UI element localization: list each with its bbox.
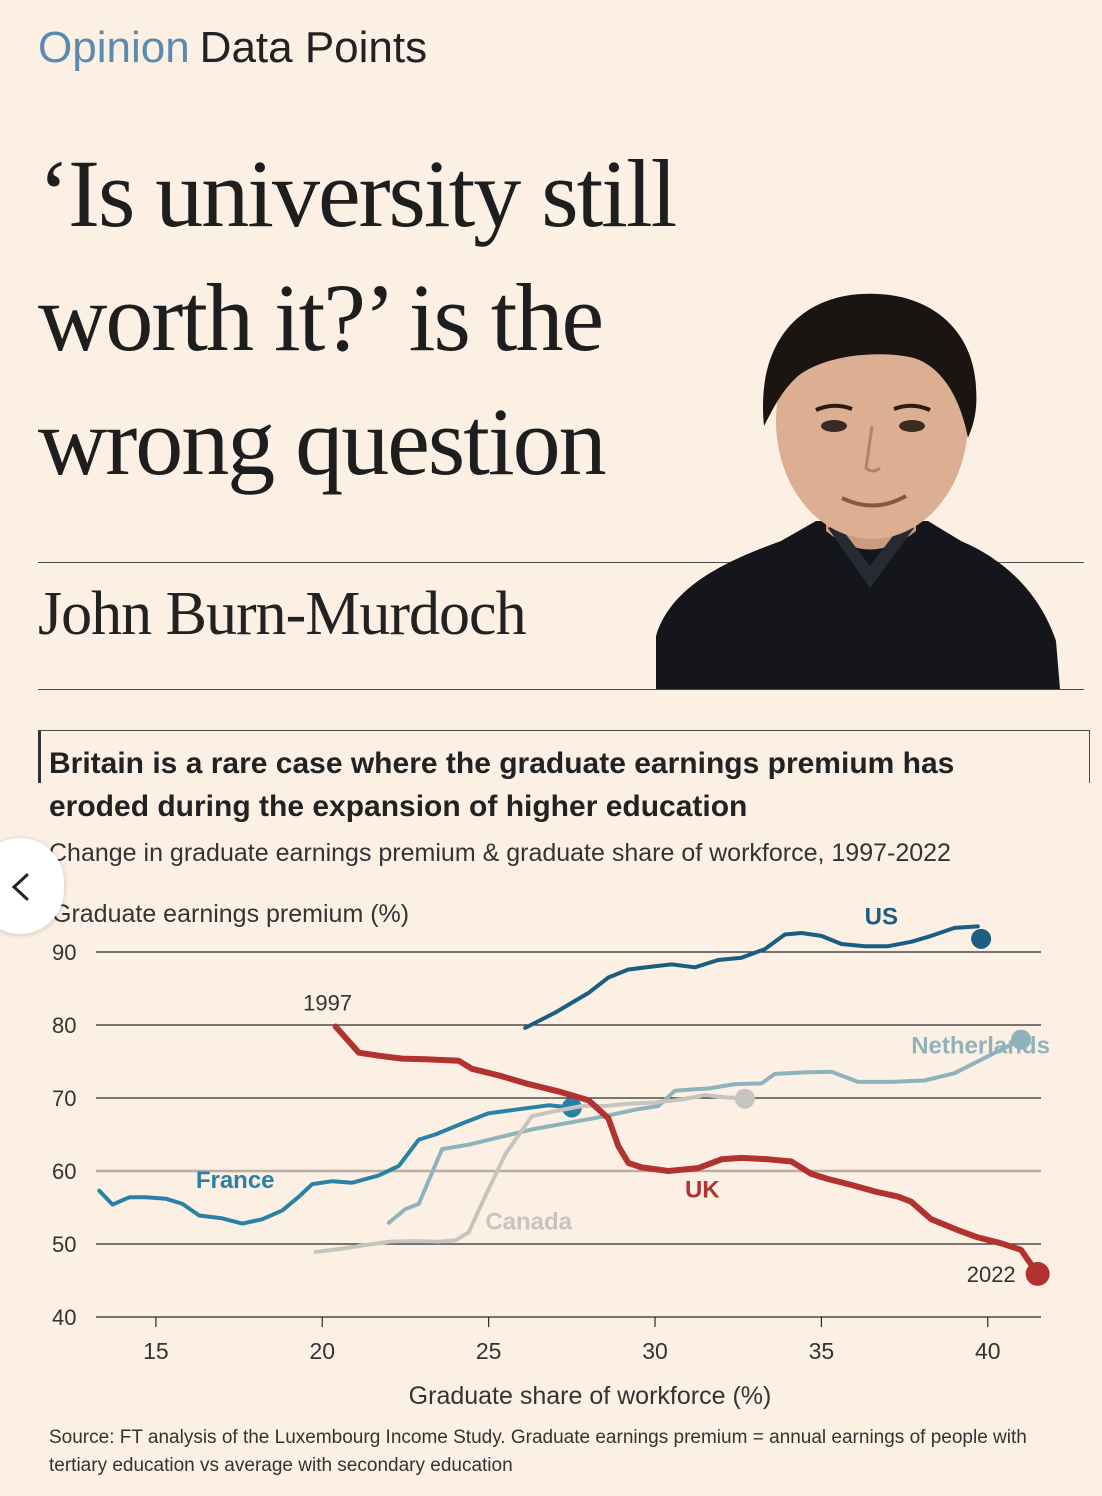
y-axis-title: Graduate earnings premium (%) [52,900,409,928]
x-tick-label-30: 30 [642,1338,668,1364]
headline-line-3: wrong question [38,388,607,495]
y-tick-label-80: 80 [52,1013,76,1038]
series-label-netherlands: Netherlands [911,1032,1050,1059]
x-tick-label-35: 35 [809,1338,835,1364]
headline-line-1: ‘Is university still [38,140,677,247]
series-line-france [97,1103,574,1226]
series-end-dot-canada [734,1088,755,1109]
y-tick-label-70: 70 [52,1086,76,1111]
author-portrait [656,293,1060,689]
x-axis-title: Graduate share of workforce (%) [409,1382,772,1410]
back-button[interactable] [0,838,64,934]
chart-title: Britain is a rare case where the graduat… [49,747,955,823]
series-label-france: France [196,1167,275,1194]
x-tick-label-15: 15 [143,1338,169,1364]
x-tick-label-40: 40 [975,1338,1001,1364]
kicker: Opinion Data Points [38,20,427,76]
chevron-left-icon [11,873,29,901]
x-tick-label-20: 20 [309,1338,335,1364]
series-link[interactable]: Data Points [199,23,428,72]
byline-rule-bottom [38,689,1084,690]
source-note: Source: FT analysis of the Luxembourg In… [49,1427,1027,1476]
annotation-start-year: 1997 [303,990,352,1015]
series-line-uk [332,1023,1041,1277]
annotation-end-year: 2022 [967,1262,1016,1287]
series-end-dot-us [971,928,992,949]
series-label-uk: UK [685,1176,720,1203]
section-link[interactable]: Opinion [38,23,190,72]
byline-rule-top [38,562,1084,563]
headline-line-2: worth it?’ is the [38,264,604,371]
series-label-us: US [865,903,898,930]
y-tick-label-50: 50 [52,1232,76,1257]
y-tick-label-40: 40 [52,1305,76,1330]
y-tick-label-60: 60 [52,1159,76,1184]
series-line-canada [313,1093,751,1254]
chart-subtitle: Change in graduate earnings premium & gr… [49,839,951,867]
line-chart: 40 50 60 70 80 90 15 20 25 30 35 40 Graduate earning… [52,900,1050,1410]
headline: ‘Is university still worth it?’ is the w… [38,132,738,504]
x-tick-label-25: 25 [476,1338,502,1364]
series-line-netherlands [386,1037,1023,1225]
author-byline[interactable]: John Burn-Murdoch [38,580,527,648]
series-end-dot-netherlands [1011,1029,1032,1050]
series-end-dot-uk [1025,1261,1050,1286]
series-label-canada: Canada [485,1208,572,1235]
series-line-us [523,924,980,1030]
y-tick-label-90: 90 [52,940,76,965]
chart-frame [38,730,1090,783]
